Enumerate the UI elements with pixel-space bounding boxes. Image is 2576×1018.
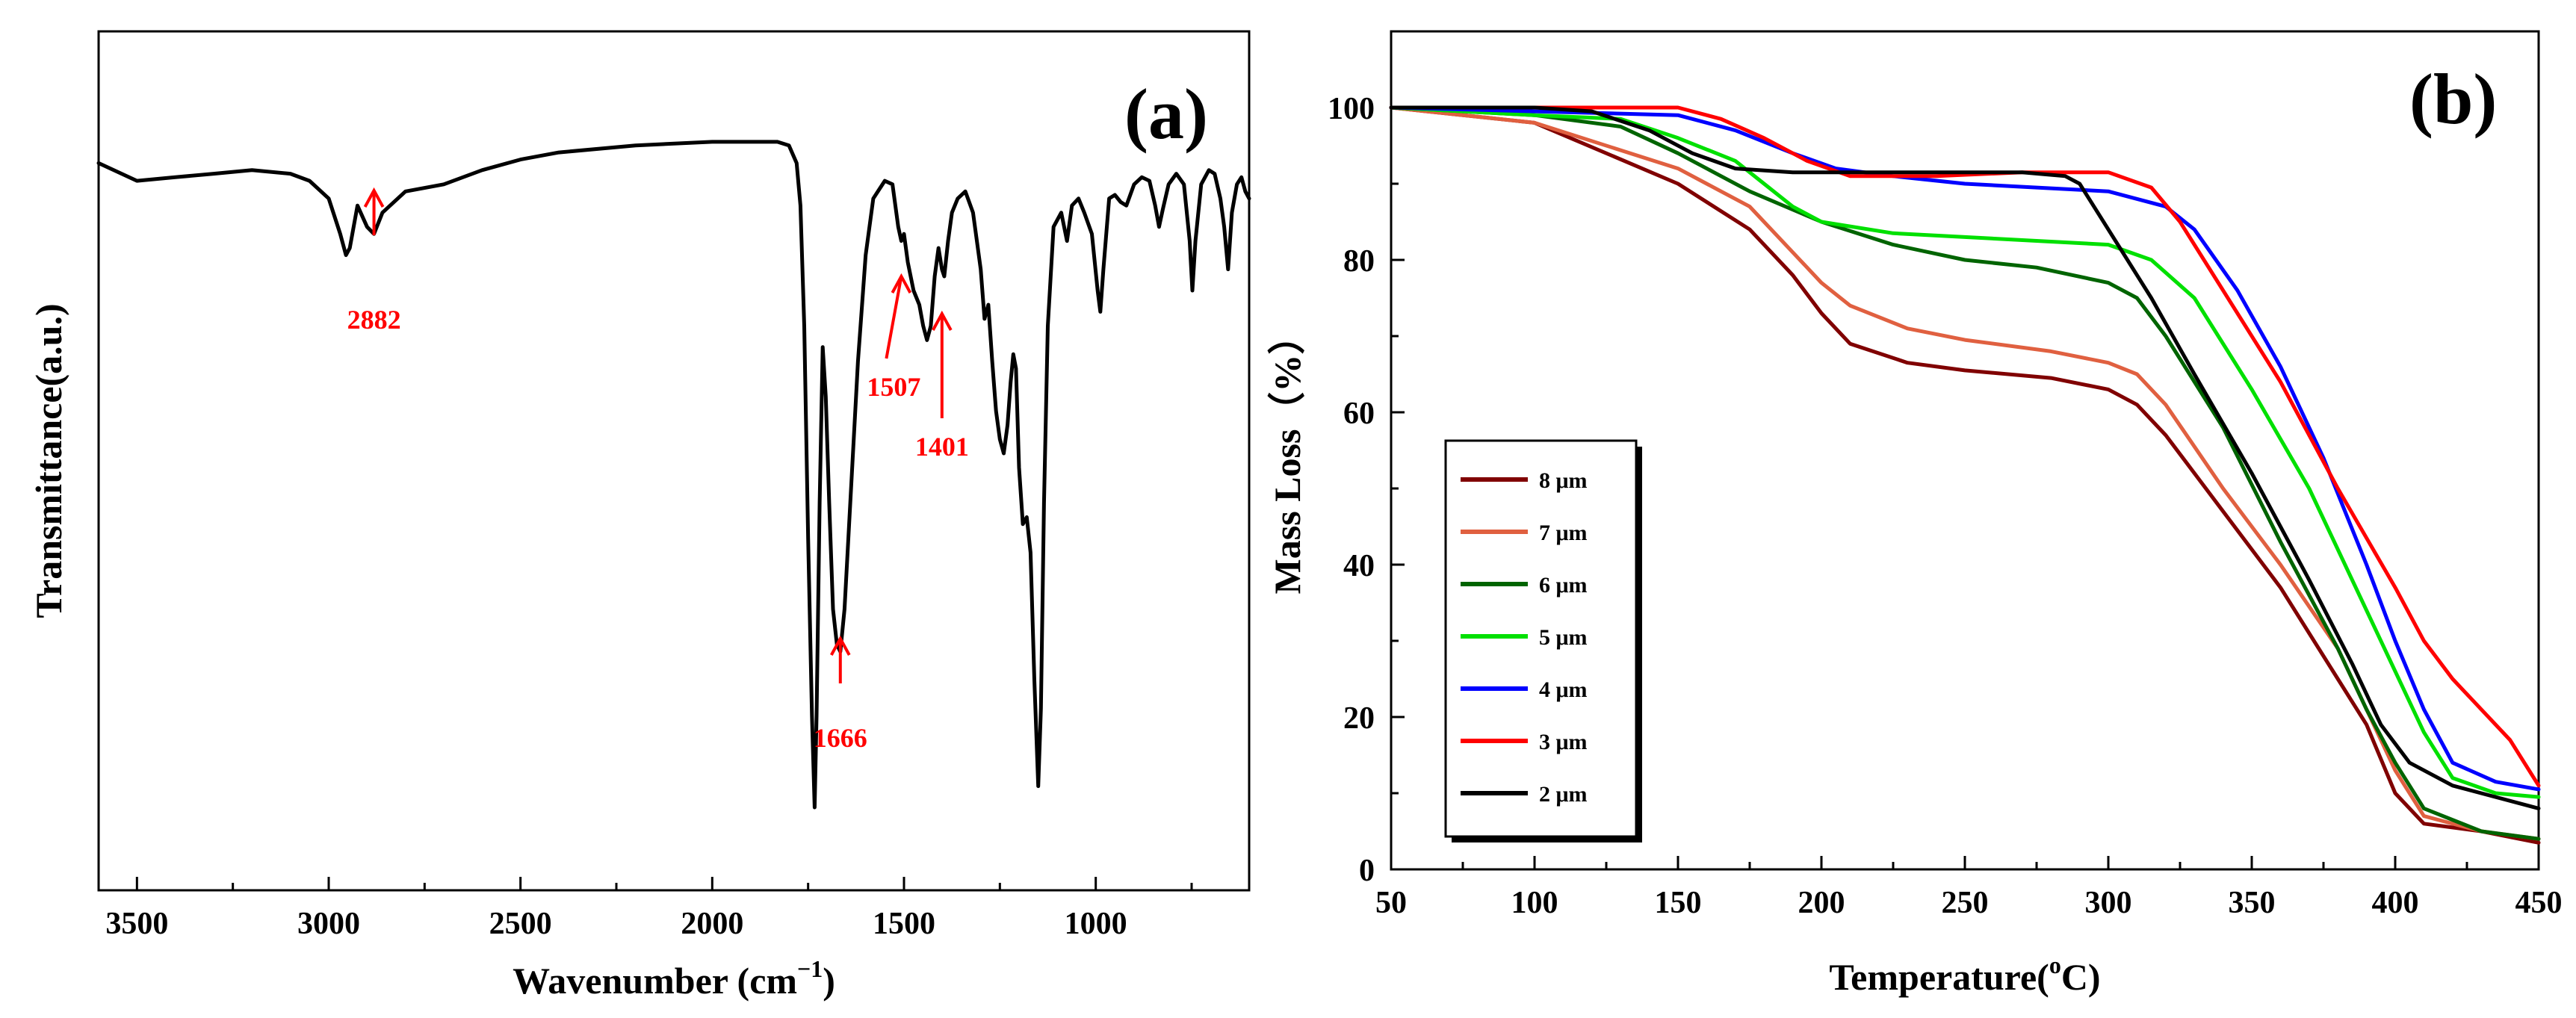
x-tick-label: 400 — [2372, 886, 2419, 920]
legend-label: 2 μm — [1539, 782, 1588, 807]
panel-a-curves — [96, 140, 1251, 810]
legend-label: 5 μm — [1539, 625, 1588, 650]
annotation-arrow-head — [891, 273, 912, 294]
panel-a-frame — [97, 30, 1251, 892]
tga-series-line-6 — [1389, 105, 2541, 788]
panel-b-x-axis-title: Temperature(oC) — [1829, 952, 2100, 998]
x-tick-label: 1500 — [873, 907, 935, 941]
panel-b: 50 100 150 200 250 300 350 400 450 020406080100 … — [1266, 30, 2563, 998]
panel-a-y-axis-title: Transmittance(a.u.) — [28, 303, 69, 618]
panel-b-y-ticks: 0 20 40 60 80 100 — [1328, 92, 1405, 888]
legend-label: 8 μm — [1539, 468, 1588, 493]
panel-b-curves — [1389, 105, 2541, 845]
legend-label: 7 μm — [1539, 521, 1588, 545]
annotation-arrow-shaft — [885, 276, 903, 359]
annotation-arrow-head — [830, 635, 851, 656]
panel-a-x-ticks: 3500 3000 2500 2000 1500 1000 — [105, 877, 1193, 941]
x-tick-label: 1000 — [1065, 907, 1127, 941]
y-tick-label: 100 — [1328, 92, 1375, 126]
tga-series-line-4 — [1389, 105, 2541, 799]
ftir-spectrum-line — [96, 140, 1251, 810]
x-tick-label: 150 — [1655, 886, 1702, 920]
peak-annotation-label: 1507 — [867, 372, 920, 402]
x-tick-label: 450 — [2515, 886, 2563, 920]
y-tick-label: 60 — [1343, 397, 1375, 431]
x-tick-label: 250 — [1942, 886, 1989, 920]
x-tick-label: 100 — [1511, 886, 1558, 920]
peak-annotation-label: 2882 — [347, 305, 401, 335]
x-tick-label: 50 — [1375, 886, 1407, 920]
x-tick-label: 200 — [1798, 886, 1845, 920]
x-tick-label: 3000 — [297, 907, 360, 941]
panel-a-annotations: 2882 1666 1507 1401 — [347, 187, 969, 753]
x-tick-label: 2000 — [681, 907, 743, 941]
tga-series-line-7 — [1389, 105, 2541, 810]
panel-b-legend: 8 μm 7 μm 6 μm 5 μm 4 μm 3 μm 2 μm — [1444, 439, 1642, 842]
panel-a-x-axis-title: Wavenumber (cm−1) — [513, 955, 835, 1002]
annotation-arrow-head — [363, 187, 385, 208]
tga-series-line-3 — [1389, 105, 2541, 841]
y-tick-label: 40 — [1343, 549, 1375, 583]
y-tick-label: 0 — [1359, 854, 1375, 888]
tga-series-line-1 — [1389, 105, 2541, 845]
peak-annotation-label: 1666 — [814, 723, 867, 753]
panel-a: 3500 3000 2500 2000 1500 1000 2882 1666 1507 140… — [28, 30, 1251, 1002]
tga-series-line-2 — [1389, 105, 2541, 841]
legend-label: 3 μm — [1539, 730, 1588, 754]
x-tick-label: 2500 — [489, 907, 552, 941]
x-tick-label: 300 — [2085, 886, 2132, 920]
legend-label: 6 μm — [1539, 573, 1588, 598]
y-tick-label: 20 — [1343, 701, 1375, 736]
x-tick-label: 350 — [2229, 886, 2276, 920]
y-tick-label: 80 — [1343, 244, 1375, 279]
panel-b-y-axis-title: Mass Loss（%） — [1266, 317, 1308, 595]
x-tick-label: 3500 — [105, 907, 168, 941]
peak-annotation-label: 1401 — [915, 432, 969, 462]
legend-label: 4 μm — [1539, 677, 1588, 702]
panel-b-x-ticks: 50 100 150 200 250 300 350 400 450 — [1375, 856, 2563, 920]
panel-a-label: (a) — [1124, 74, 1208, 154]
panel-b-label: (b) — [2409, 59, 2497, 139]
annotation-arrow-head — [932, 310, 953, 331]
